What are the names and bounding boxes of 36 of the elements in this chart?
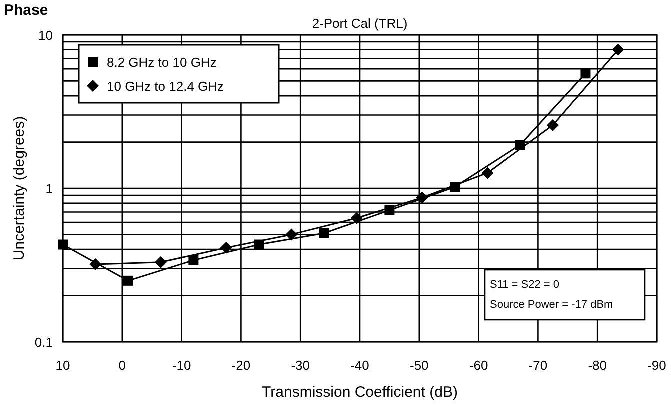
x-tick-label: -40: [350, 358, 370, 373]
y-tick-label: 10: [38, 28, 53, 43]
x-tick-label: -30: [291, 358, 310, 373]
annotation: S11 = S22 = 0: [490, 279, 560, 291]
point: [482, 167, 494, 180]
y-tick-label: 0.1: [34, 335, 53, 350]
y-axis-title: Uncertainty (degrees): [11, 116, 28, 261]
point: [188, 255, 199, 266]
point: [580, 68, 591, 79]
point: [123, 276, 134, 286]
point: [319, 228, 330, 238]
y-tick-label: 1: [46, 182, 53, 196]
point: [547, 119, 560, 132]
x-tick-label: -10: [172, 358, 192, 373]
x-tick-label: -70: [528, 358, 548, 373]
legend-label: 8.2 GHz to 10 GHz: [107, 55, 217, 70]
x-tick-label: 10: [56, 358, 70, 373]
x-tick-label: -50: [410, 358, 429, 373]
x-tick-label: -80: [588, 358, 607, 373]
chart-subtitle: 2-Port Cal (TRL): [312, 16, 408, 31]
x-tick-label: -60: [469, 358, 488, 373]
legend-label: 10 GHz to 12.4 GHz: [107, 79, 224, 94]
x-tick-label: 0: [118, 358, 126, 373]
point: [351, 212, 364, 224]
point: [286, 228, 298, 241]
annotation: Source Power = -17 dBm: [490, 299, 614, 311]
point: [58, 240, 68, 250]
x-tick-label: -20: [232, 358, 251, 373]
chart-title: Phase: [4, 2, 48, 19]
point: [90, 258, 102, 270]
x-tick-label: -90: [648, 358, 666, 373]
point: [612, 44, 624, 56]
point: [155, 256, 168, 268]
x-axis-title: Transmission Coefficient (dB): [262, 384, 458, 401]
point: [416, 192, 428, 204]
point: [220, 242, 232, 254]
